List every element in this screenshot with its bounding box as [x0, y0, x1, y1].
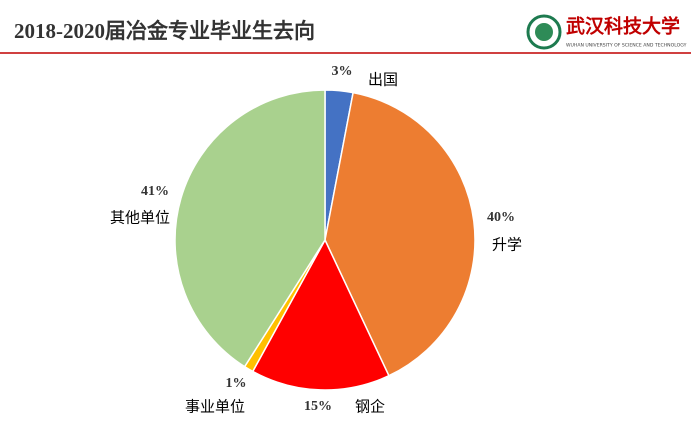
logo-name: 武汉科技大学	[566, 15, 680, 38]
category-label: 钢企	[355, 398, 385, 416]
percent-label: 1%	[226, 376, 247, 391]
percent-label: 15%	[304, 399, 332, 414]
logo-emblem-core	[535, 23, 553, 41]
percent-label: 41%	[141, 184, 169, 199]
logo-subtitle: WUHAN UNIVERSITY OF SCIENCE AND TECHNOLO…	[566, 43, 687, 49]
pie-slice	[174, 89, 326, 368]
percent-label: 3%	[332, 64, 353, 79]
category-label: 出国	[368, 71, 398, 89]
category-label: 升学	[492, 236, 522, 254]
percent-label: 40%	[487, 210, 515, 225]
category-label: 其他单位	[110, 209, 170, 227]
pie-slice	[324, 91, 476, 377]
category-label: 事业单位	[185, 398, 245, 416]
slide-title: 2018-2020届冶金专业毕业生去向	[14, 19, 315, 43]
pie-slice	[251, 238, 390, 391]
